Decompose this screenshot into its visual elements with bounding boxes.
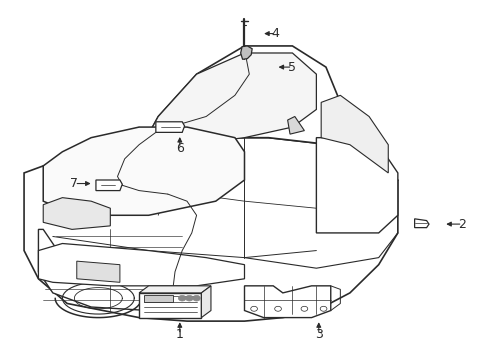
- Circle shape: [250, 306, 257, 311]
- Polygon shape: [43, 46, 349, 166]
- Polygon shape: [143, 294, 172, 302]
- Polygon shape: [414, 219, 428, 228]
- Circle shape: [185, 295, 193, 301]
- Circle shape: [274, 306, 281, 311]
- Circle shape: [320, 306, 326, 311]
- Text: 1: 1: [176, 328, 183, 341]
- Polygon shape: [96, 180, 122, 190]
- Text: 6: 6: [176, 142, 183, 155]
- Text: 7: 7: [70, 177, 78, 190]
- Circle shape: [192, 295, 200, 301]
- Polygon shape: [240, 46, 252, 59]
- Circle shape: [301, 306, 307, 311]
- Polygon shape: [321, 95, 387, 173]
- Polygon shape: [24, 138, 397, 321]
- Polygon shape: [43, 127, 244, 215]
- Polygon shape: [39, 229, 186, 311]
- Text: 2: 2: [458, 217, 466, 231]
- Polygon shape: [139, 293, 201, 318]
- Polygon shape: [77, 261, 120, 282]
- Text: 5: 5: [288, 60, 296, 73]
- Polygon shape: [201, 286, 210, 318]
- Circle shape: [178, 295, 185, 301]
- Polygon shape: [139, 286, 210, 293]
- Text: 4: 4: [271, 27, 279, 40]
- Polygon shape: [287, 117, 304, 134]
- Polygon shape: [156, 122, 184, 132]
- Text: 3: 3: [314, 328, 322, 341]
- Polygon shape: [43, 198, 110, 229]
- Polygon shape: [39, 243, 244, 286]
- Polygon shape: [316, 138, 397, 233]
- Polygon shape: [244, 286, 330, 318]
- Polygon shape: [139, 53, 316, 152]
